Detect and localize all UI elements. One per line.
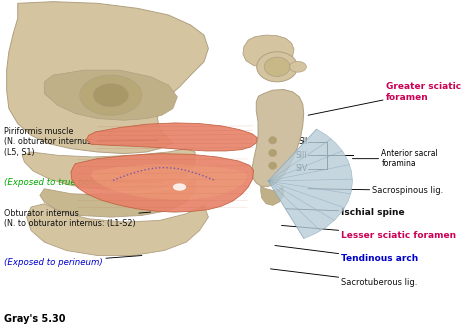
Ellipse shape: [269, 149, 277, 157]
Polygon shape: [86, 123, 257, 151]
Ellipse shape: [173, 183, 186, 191]
Polygon shape: [27, 204, 209, 256]
Text: Sacrospinous lig.: Sacrospinous lig.: [308, 186, 444, 195]
Polygon shape: [71, 154, 254, 212]
Text: Lesser sciatic foramen: Lesser sciatic foramen: [282, 225, 456, 240]
Text: SIV: SIV: [295, 164, 307, 173]
Text: Tendinous arch: Tendinous arch: [275, 245, 419, 263]
Ellipse shape: [290, 61, 306, 72]
Text: Obturator internus
(N. to obturator internus: (L1-S2): Obturator internus (N. to obturator inte…: [4, 209, 151, 228]
Polygon shape: [252, 90, 304, 186]
Polygon shape: [243, 35, 294, 68]
Polygon shape: [261, 186, 284, 205]
Ellipse shape: [269, 162, 277, 169]
Polygon shape: [7, 2, 209, 154]
Ellipse shape: [264, 57, 290, 76]
Ellipse shape: [269, 137, 277, 144]
Text: (Exposed to true pelvis): (Exposed to true pelvis): [4, 178, 162, 186]
Text: Sacrotuberous lig.: Sacrotuberous lig.: [271, 269, 418, 287]
Text: Greater sciatic
foramen: Greater sciatic foramen: [308, 82, 461, 115]
Text: Ischial spine: Ischial spine: [286, 208, 405, 216]
Ellipse shape: [257, 52, 298, 82]
Text: Gray's 5.30: Gray's 5.30: [4, 314, 66, 324]
Polygon shape: [40, 177, 195, 217]
Text: Anterior sacral
foramina: Anterior sacral foramina: [353, 149, 438, 168]
Polygon shape: [22, 149, 195, 190]
Text: SII: SII: [298, 138, 307, 146]
Text: Piriformis muscle
(N. obturator internus:
(L5, S1): Piriformis muscle (N. obturator internus…: [4, 127, 157, 157]
Ellipse shape: [93, 84, 128, 107]
Text: SIII: SIII: [296, 151, 307, 160]
Text: (Exposed to perineum): (Exposed to perineum): [4, 256, 142, 267]
Polygon shape: [45, 70, 177, 120]
Ellipse shape: [80, 75, 142, 115]
Polygon shape: [91, 165, 247, 200]
Polygon shape: [268, 129, 353, 238]
